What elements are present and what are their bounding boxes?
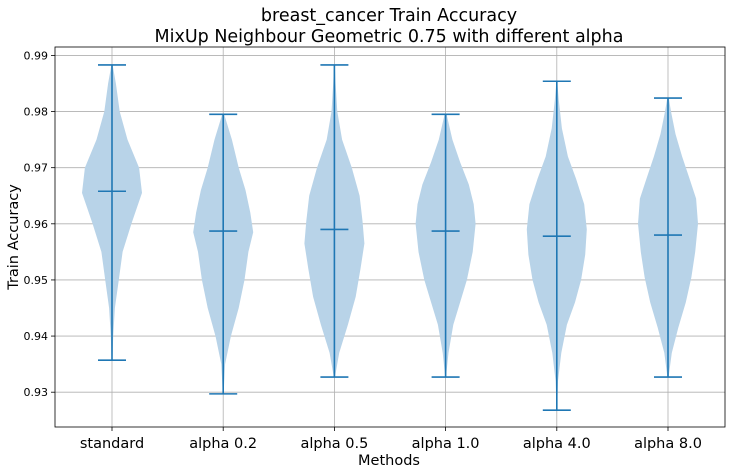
y-tick-label: 0.94 xyxy=(24,330,49,343)
x-tick-label: alpha 0.2 xyxy=(189,436,257,452)
y-tick-label: 0.95 xyxy=(24,274,49,287)
axis-ticks: 0.93 0.94 0.95 0.96 0.97 0.98 0.99 standard alph… xyxy=(24,49,702,452)
y-axis-label: Train Accuracy xyxy=(6,184,22,291)
y-tick-label: 0.96 xyxy=(24,218,49,231)
y-tick-label: 0.98 xyxy=(24,106,49,119)
chart-subtitle: MixUp Neighbour Geometric 0.75 with diff… xyxy=(155,27,624,47)
x-tick-label: alpha 4.0 xyxy=(523,436,591,452)
x-tick-label: alpha 1.0 xyxy=(412,436,480,452)
y-tick-label: 0.93 xyxy=(24,386,49,399)
plot-frame xyxy=(54,46,726,428)
violins xyxy=(82,64,698,411)
x-tick-label: alpha 8.0 xyxy=(634,436,702,452)
x-tick-label: alpha 0.5 xyxy=(300,436,368,452)
grid xyxy=(55,47,725,427)
y-tick-label: 0.99 xyxy=(24,49,49,62)
y-tick-label: 0.97 xyxy=(24,162,49,175)
x-axis-label: Methods xyxy=(358,453,420,469)
chart-title: breast_cancer Train Accuracy xyxy=(261,6,517,26)
x-tick-label: standard xyxy=(80,436,144,452)
